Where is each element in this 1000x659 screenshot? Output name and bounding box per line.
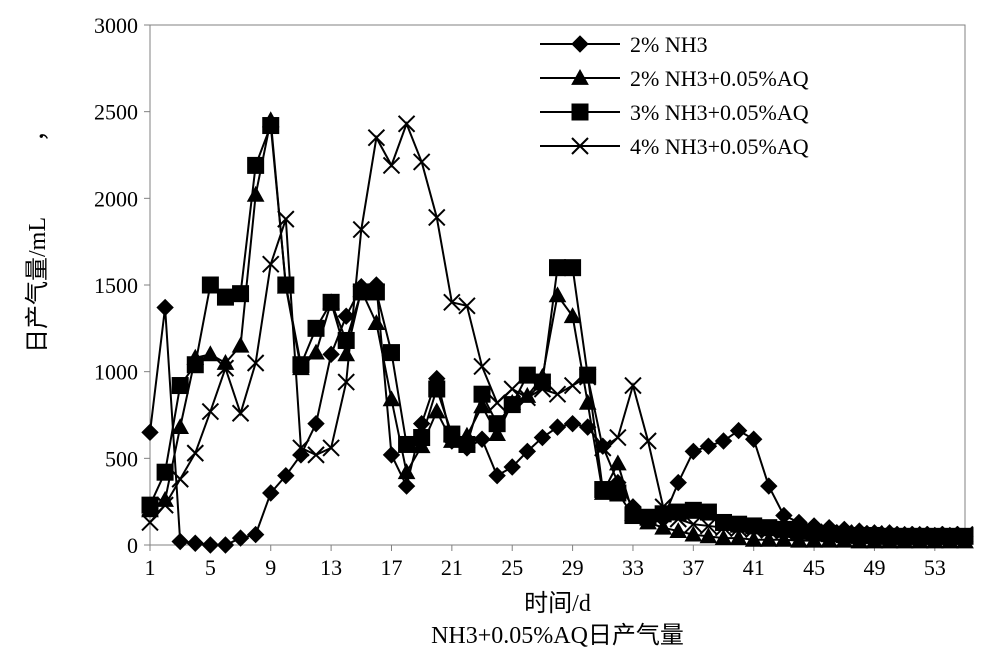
x-tick-label: 9: [265, 555, 276, 580]
y-tick-label: 2000: [94, 186, 138, 211]
legend-label: 2% NH3+0.05%AQ: [630, 66, 809, 91]
y-tick-label: 1000: [94, 360, 138, 385]
chart-container: 0 500 1000 1500 2000 2500 3000 1 5 9 13 17 21 25 29 33 3…: [0, 0, 1000, 659]
x-axis-label: 时间/d: [524, 590, 591, 617]
y-tick-label: 500: [105, 446, 138, 471]
y-tick-label: 3000: [94, 13, 138, 38]
legend-label: 3% NH3+0.05%AQ: [630, 100, 809, 125]
y-axis-label: 日产气量/mL: [24, 217, 51, 353]
x-tick-label: 21: [441, 555, 463, 580]
chart-subtitle: NH3+0.05%AQ日产气量: [431, 622, 684, 649]
legend-label: 4% NH3+0.05%AQ: [630, 134, 809, 159]
y-tick-label: 2500: [94, 100, 138, 125]
line-chart: 0 500 1000 1500 2000 2500 3000 1 5 9 13 17 21 25 29 33 3…: [0, 0, 1000, 659]
y-tick-label: 0: [127, 533, 138, 558]
x-tick-label: 17: [380, 555, 402, 580]
x-tick-label: 29: [562, 555, 584, 580]
x-tick-label: 13: [320, 555, 342, 580]
x-tick-label: 1: [145, 555, 156, 580]
legend-label: 2% NH3: [630, 32, 708, 57]
y-tick-label: 1500: [94, 273, 138, 298]
x-tick-label: 53: [924, 555, 946, 580]
x-tick-label: 45: [803, 555, 825, 580]
x-tick-label: 41: [743, 555, 765, 580]
x-tick-label: 33: [622, 555, 644, 580]
x-tick-label: 25: [501, 555, 523, 580]
x-tick-label: 49: [863, 555, 885, 580]
x-tick-label: 37: [682, 555, 704, 580]
x-tick-label: 5: [205, 555, 216, 580]
y-axis-overflow-mark: ，: [25, 118, 51, 142]
